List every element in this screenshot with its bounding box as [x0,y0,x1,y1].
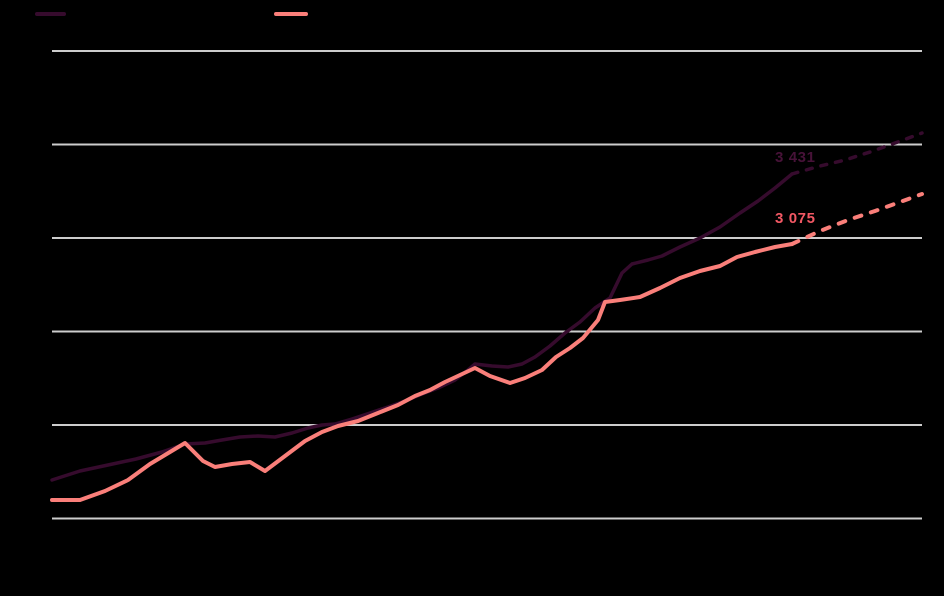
dark-series-line-actual [50,172,794,482]
dark-series-line-forecast [790,131,924,176]
data-label-dark-series: 3 431 [775,149,816,166]
pink-series-line-forecast [790,192,924,246]
legend-swatch-pink-series [274,12,308,16]
legend-swatch-dark-series [35,12,66,16]
pink-series-line-actual [50,242,794,502]
data-label-pink-series: 3 075 [775,210,816,227]
